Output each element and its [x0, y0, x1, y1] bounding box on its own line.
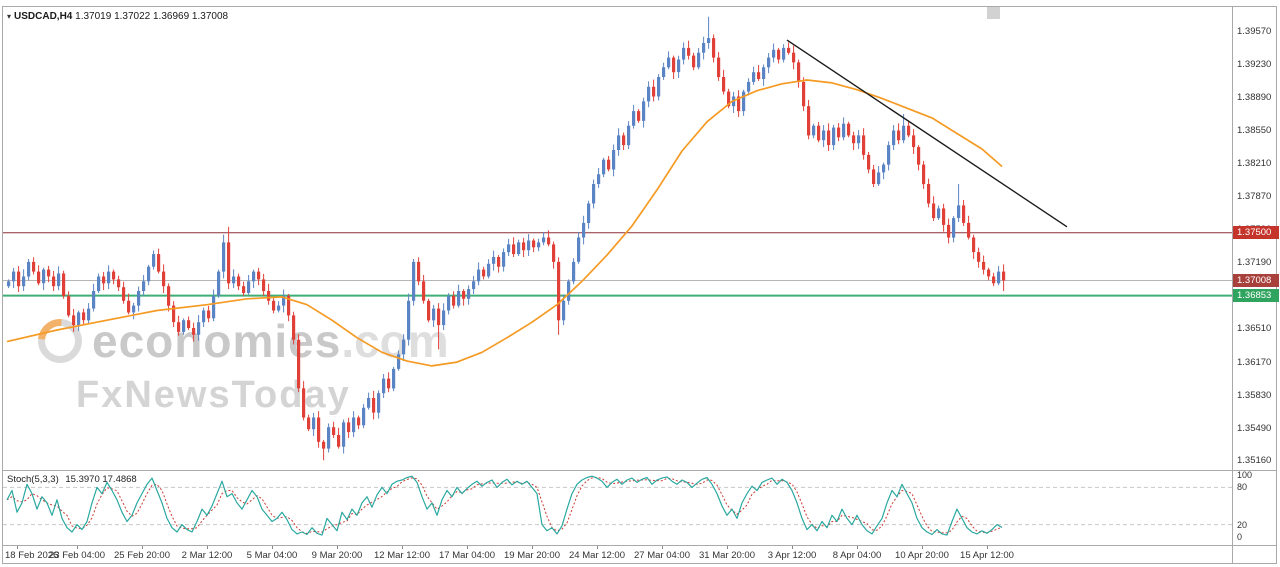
time-axis-tick [142, 546, 143, 549]
time-axis-label: 31 Mar 20:00 [699, 550, 755, 561]
time-axis-label: 9 Mar 20:00 [311, 550, 363, 561]
resistance-line-price-tag: 1.37500 [1233, 226, 1279, 240]
time-axis-label: 24 Mar 12:00 [569, 550, 625, 561]
stochastic-axis-label: 100 [1237, 470, 1253, 480]
time-axis-label: 10 Apr 20:00 [895, 550, 949, 561]
time-axis-tick [597, 546, 598, 549]
time-axis-tick [662, 546, 663, 549]
price-axis-label: 1.35830 [1237, 389, 1272, 401]
time-axis-label: 2 Mar 12:00 [181, 550, 233, 561]
time-axis-tick [467, 546, 468, 549]
time-axis-tick [272, 546, 273, 549]
time-axis-tick [207, 546, 208, 549]
stochastic-axis-label: 80 [1237, 482, 1248, 493]
symbol-name: USDCAD,H4 [14, 11, 73, 22]
stochastic-axis-label: 0 [1237, 532, 1243, 542]
price-axis-label: 1.36510 [1237, 323, 1272, 335]
time-axis-tick [727, 546, 728, 549]
price-axis-label: 1.35490 [1237, 422, 1272, 434]
time-axis-label: 3 Apr 12:00 [767, 550, 817, 561]
time-axis-label: 19 Mar 20:00 [504, 550, 560, 561]
price-axis-label: 1.38210 [1237, 158, 1272, 170]
ohlc-values: 1.37019 1.37022 1.36969 1.37008 [75, 11, 229, 22]
pane-separator[interactable] [2, 470, 1277, 471]
time-axis-tick [987, 546, 988, 549]
time-axis-tick [402, 546, 403, 549]
time-axis-label: 25 Feb 20:00 [114, 550, 170, 561]
main-chart-canvas[interactable] [3, 7, 1232, 471]
chart-frame [2, 6, 1277, 564]
current-price-line-price-tag: 1.37008 [1233, 274, 1279, 288]
symbol-dropdown-icon[interactable]: ▾ [7, 12, 12, 21]
price-axis-label: 1.38550 [1237, 125, 1272, 137]
time-axis-label: 17 Mar 04:00 [439, 550, 495, 561]
time-axis-tick [532, 546, 533, 549]
time-axis-tick [857, 546, 858, 549]
stochastic-header: Stoch(5,3,3) 15.3970 17.4868 [7, 474, 137, 485]
price-axis-label: 1.39570 [1237, 25, 1272, 37]
price-axis-label: 1.37870 [1237, 191, 1272, 203]
time-axis-label: 27 Mar 04:00 [634, 550, 690, 561]
time-axis-tick [17, 546, 18, 549]
price-axis-label: 1.36170 [1237, 356, 1272, 368]
stochastic-name: Stoch(5,3,3) [7, 474, 59, 485]
time-axis-label: 8 Apr 04:00 [832, 550, 882, 561]
time-axis-label: 18 Feb 2026 [5, 550, 59, 561]
time-axis-tick [337, 546, 338, 549]
chart-shift-marker[interactable] [987, 7, 1000, 19]
time-axis-label: 15 Apr 12:00 [960, 550, 1014, 561]
stochastic-values: 15.3970 17.4868 [65, 474, 137, 485]
support-line-price-tag: 1.36853 [1233, 289, 1279, 303]
price-axis-label: 1.35160 [1237, 454, 1272, 466]
stochastic-axis-label: 20 [1237, 519, 1248, 530]
time-axis-label: 23 Feb 04:00 [49, 550, 105, 561]
watermark-brand-suffix: .com [341, 315, 449, 367]
time-axis-tick [922, 546, 923, 549]
time-axis-tick [77, 546, 78, 549]
price-axis-label: 1.38890 [1237, 91, 1272, 103]
symbol-header: ▾ USDCAD,H4 1.37019 1.37022 1.36969 1.370… [7, 11, 228, 22]
price-axis-label: 1.39230 [1237, 58, 1272, 70]
stochastic-indicator-canvas[interactable] [3, 471, 1232, 545]
price-axis-divider [1232, 6, 1233, 564]
time-axis-separator [2, 545, 1277, 546]
price-axis-label: 1.37190 [1237, 257, 1272, 269]
time-axis-label: 12 Mar 12:00 [374, 550, 430, 561]
time-axis-tick [792, 546, 793, 549]
time-axis-label: 5 Mar 04:00 [246, 550, 298, 561]
